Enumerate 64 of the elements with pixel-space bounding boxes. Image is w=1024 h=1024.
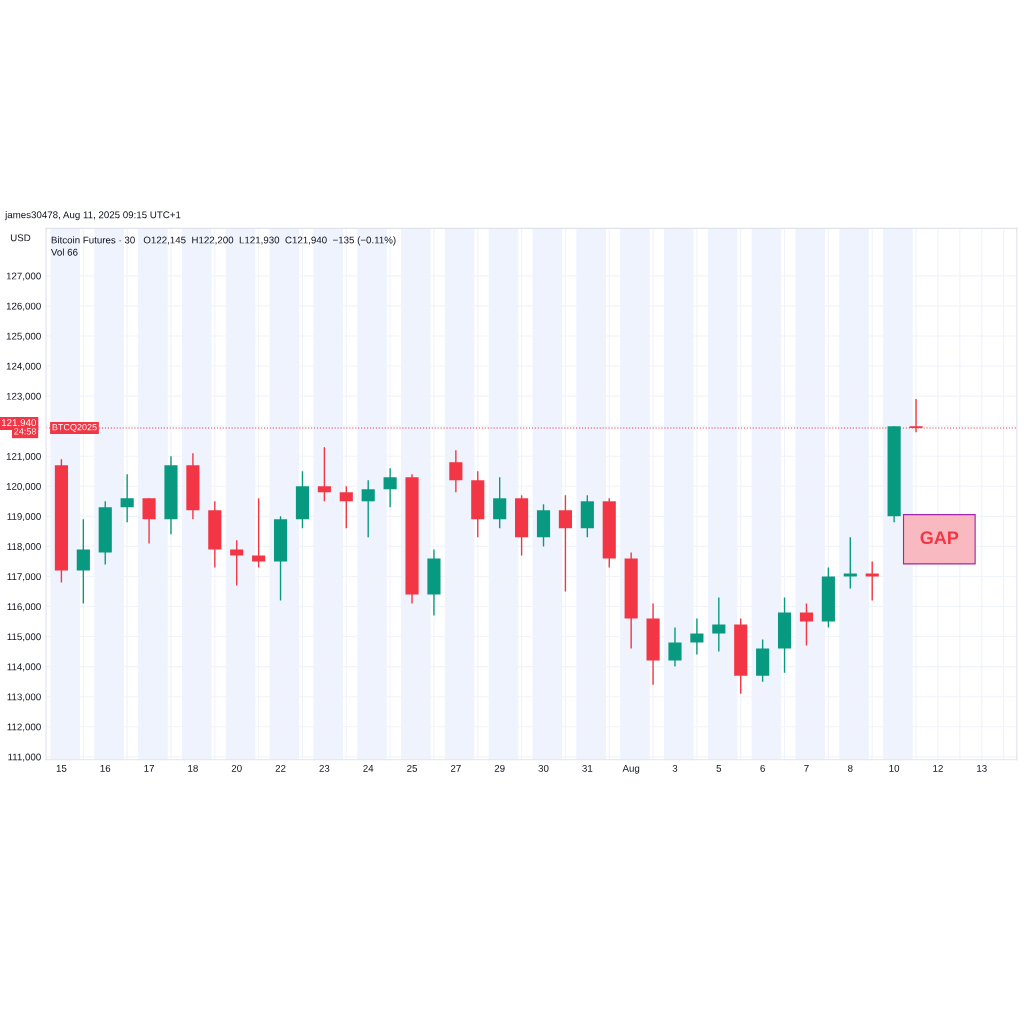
x-tick-label: 17: [144, 765, 154, 772]
y-tick-label: 119,000: [7, 513, 41, 522]
candlestick: [865, 560, 879, 602]
x-tick-label: 31: [582, 764, 593, 772]
candlestick: [799, 602, 814, 647]
x-tick-label: 23: [319, 764, 330, 772]
x-tick-label: 16: [100, 764, 111, 772]
x-tick-label: 5: [716, 765, 722, 772]
x-tick-label: 6: [760, 764, 765, 772]
candlestick: [361, 479, 375, 539]
candlestick: [383, 467, 397, 509]
y-tick-label: 126,000: [6, 302, 41, 311]
annotation: GAP: [920, 531, 959, 545]
x-tick-label: 24: [363, 764, 374, 772]
y-tick-label: 117,000: [7, 573, 41, 582]
candlestick: [230, 539, 244, 587]
y-tick-label: 125,000: [6, 332, 41, 341]
y-tick-label: 123,000: [6, 392, 41, 401]
text: Bitcoin Futures · 30 O122,145 H122,200 L121,930 C121,940 −135 (−0.11%): [51, 236, 396, 246]
candlestick: [120, 473, 134, 524]
candlestick: [339, 485, 353, 530]
candlestick: [493, 476, 507, 530]
y-tick-label: 111,000: [8, 753, 41, 762]
candlestick: [843, 536, 857, 590]
text: 24:58: [14, 428, 36, 435]
x-tick-label: 29: [494, 764, 505, 772]
x-tick-label: 27: [450, 764, 461, 772]
x-tick-label: Aug: [622, 765, 640, 774]
annotation: BTCQ2025: [52, 423, 97, 432]
x-tick-label: 8: [848, 764, 853, 772]
y-tick-label: 114,000: [7, 663, 41, 672]
x-tick-label: 10: [889, 764, 900, 772]
x-tick-label: 7: [804, 765, 809, 772]
x-tick-label: 15: [56, 765, 67, 772]
y-tick-label: 121,000: [6, 452, 41, 461]
y-tick-label: 116,000: [7, 603, 41, 612]
y-tick-label: 113,000: [7, 693, 41, 702]
candlestick: [142, 497, 156, 545]
candlestick: [449, 449, 463, 493]
y-tick-label: 124,000: [6, 362, 41, 371]
x-tick-label: 22: [275, 764, 286, 772]
x-tick-label: 13: [977, 764, 987, 772]
x-tick-label: 3: [672, 764, 678, 772]
candlestick: [668, 626, 682, 668]
candlestick: [252, 497, 266, 569]
y-tick-label: 127,000: [6, 272, 41, 281]
annotation: Vol 66: [50, 248, 78, 256]
candlestick: [558, 494, 572, 593]
candlestick: [317, 446, 331, 502]
candlestick: [76, 518, 90, 605]
x-tick-label: 25: [407, 764, 418, 772]
ref-line-label: 121,940: [1, 419, 36, 428]
text: USD: [10, 234, 31, 242]
candlestick: [690, 617, 704, 656]
y-tick-label: 118,000: [7, 543, 41, 552]
x-tick-label: 12: [933, 764, 943, 772]
candlestick: [712, 596, 726, 653]
y-tick-label: 115,000: [7, 633, 41, 642]
x-tick-label: 30: [538, 764, 549, 772]
text: james30478, Aug 11, 2025 09:15 UTC+1: [4, 211, 181, 221]
x-tick-label: 20: [231, 764, 242, 772]
y-tick-label: 112,000: [7, 723, 41, 732]
y-tick-label: 120,000: [6, 483, 41, 492]
x-tick-label: 18: [188, 764, 198, 772]
